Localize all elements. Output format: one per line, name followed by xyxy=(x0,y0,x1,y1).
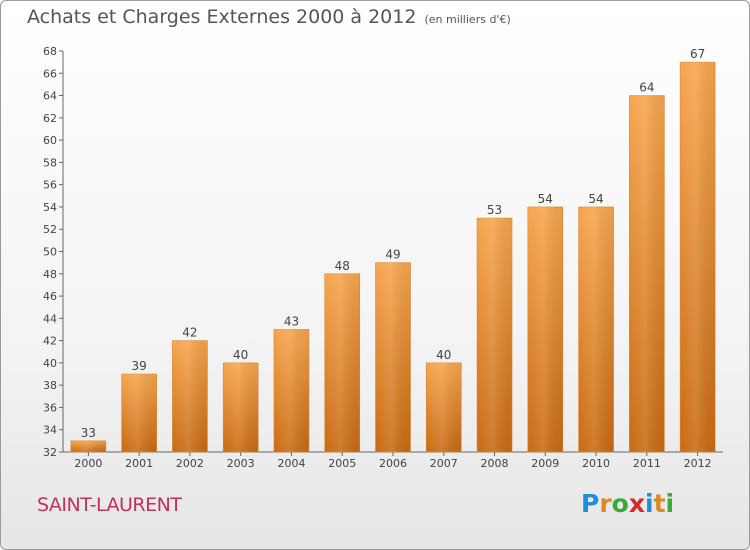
x-tick-label: 2001 xyxy=(125,457,153,470)
y-tick-label: 34 xyxy=(43,424,57,437)
data-label: 49 xyxy=(385,248,400,262)
bar-shine xyxy=(223,362,259,452)
x-tick-label: 2009 xyxy=(531,457,559,470)
x-tick-label: 2008 xyxy=(481,457,509,470)
data-label: 64 xyxy=(639,81,654,95)
y-tick-label: 62 xyxy=(43,112,57,125)
data-label: 67 xyxy=(690,47,705,61)
bar-shine xyxy=(324,273,360,452)
bar-shine xyxy=(477,218,513,452)
x-tick-label: 2003 xyxy=(227,457,255,470)
y-tick-label: 52 xyxy=(43,223,57,236)
x-tick-label: 2011 xyxy=(633,457,661,470)
chart-title-text: Achats et Charges Externes 2000 à 2012 xyxy=(27,6,417,28)
y-tick-label: 38 xyxy=(43,379,57,392)
data-label: 42 xyxy=(182,326,197,340)
bar-shine xyxy=(273,329,309,452)
x-tick-label: 2006 xyxy=(379,457,407,470)
x-tick-label: 2012 xyxy=(684,457,712,470)
data-label: 40 xyxy=(233,348,248,362)
x-tick-label: 2002 xyxy=(176,457,204,470)
y-tick-label: 40 xyxy=(43,357,57,370)
y-tick-label: 60 xyxy=(43,134,57,147)
chart-subtitle: (en milliers d'€) xyxy=(424,13,511,26)
y-tick-label: 66 xyxy=(43,67,57,80)
x-tick-label: 2000 xyxy=(74,457,102,470)
labels: 2000 33 2001 39 2002 42 2003 40 2004 43 2005 48 2006… xyxy=(74,47,711,470)
bar-shine xyxy=(680,62,716,453)
y-tick-label: 48 xyxy=(43,268,57,281)
y-tick-label: 32 xyxy=(43,446,57,459)
data-label: 54 xyxy=(588,192,603,206)
y-tick-label: 50 xyxy=(43,246,57,259)
bar-shine xyxy=(527,206,563,452)
bar-shine xyxy=(172,340,208,452)
y-tick-label: 36 xyxy=(43,401,57,414)
data-label: 53 xyxy=(487,203,502,217)
commune-name: SAINT-LAURENT xyxy=(37,494,182,516)
y-tick-label: 68 xyxy=(43,45,57,58)
bar-shine xyxy=(70,440,106,452)
y-tick-label: 46 xyxy=(43,290,57,303)
bars xyxy=(70,61,716,453)
data-label: 54 xyxy=(538,192,553,206)
bar-shine xyxy=(629,95,665,453)
y-tick-label: 54 xyxy=(43,201,57,214)
bar-shine xyxy=(578,206,614,452)
y-tick-label: 44 xyxy=(43,312,57,325)
proxiti-logo: Proxiti xyxy=(581,489,675,518)
x-tick-label: 2004 xyxy=(277,457,305,470)
bar-shine xyxy=(375,262,411,452)
data-label: 43 xyxy=(284,314,299,328)
chart-title: Achats et Charges Externes 2000 à 2012 (e… xyxy=(27,6,511,28)
bar-shine xyxy=(426,362,462,452)
x-tick-label: 2005 xyxy=(328,457,356,470)
data-label: 39 xyxy=(132,359,147,373)
data-label: 40 xyxy=(436,348,451,362)
y-tick-label: 56 xyxy=(43,179,57,192)
y-tick-label: 64 xyxy=(43,90,57,103)
y-tick-label: 58 xyxy=(43,156,57,169)
bar-shine xyxy=(121,374,157,452)
data-label: 48 xyxy=(335,259,350,273)
x-tick-label: 2010 xyxy=(582,457,610,470)
data-label: 33 xyxy=(81,426,96,440)
x-tick-label: 2007 xyxy=(430,457,458,470)
y-tick-label: 42 xyxy=(43,335,57,348)
